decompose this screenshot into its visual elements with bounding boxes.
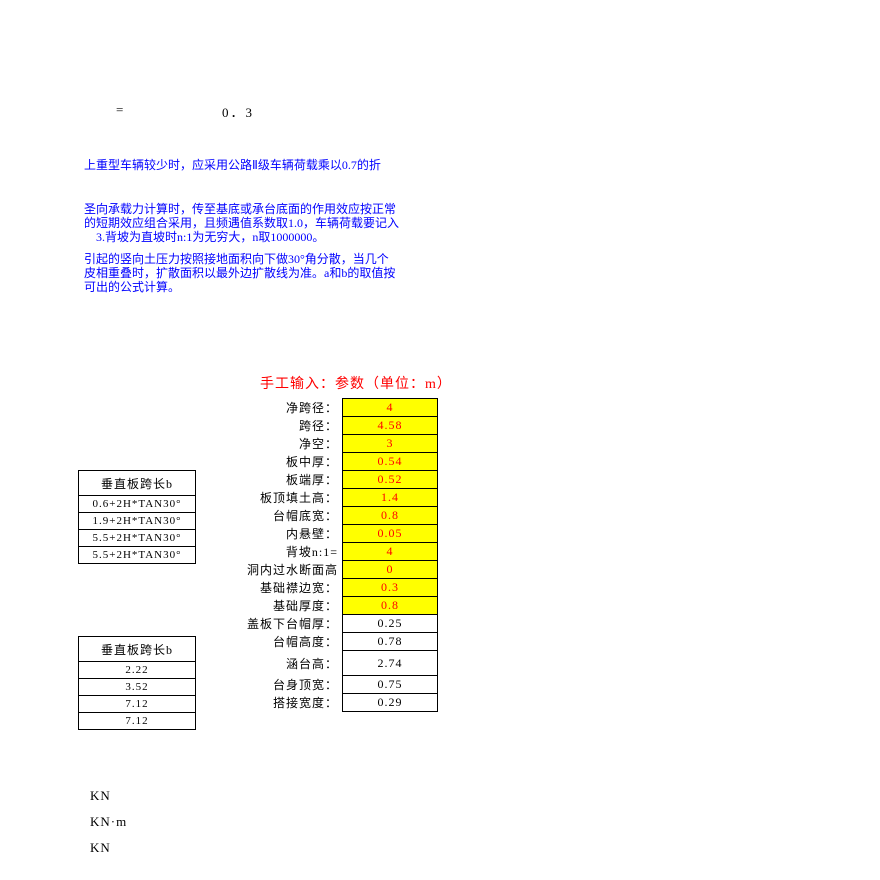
parameter-label: 盖板下台帽厚： [202, 615, 343, 633]
side-table-b-header: 垂直板跨长b [79, 637, 196, 662]
parameter-value: 0.78 [343, 633, 438, 651]
side-table-a-row: 0.6+2H*TAN30° [79, 496, 196, 513]
parameter-value: 0 [343, 561, 438, 579]
parameter-row: 板顶填土高：1.4 [202, 489, 438, 507]
side-table-a-row: 5.5+2H*TAN30° [79, 530, 196, 547]
parameter-value: 4 [343, 543, 438, 561]
parameter-label: 背坡n:1= [202, 543, 343, 561]
parameter-value: 0.75 [343, 676, 438, 694]
parameter-row: 板端厚：0.52 [202, 471, 438, 489]
parameter-row: 板中厚：0.54 [202, 453, 438, 471]
equation-rhs: 0．3 [222, 102, 254, 121]
parameter-value: 3 [343, 435, 438, 453]
parameter-label: 板顶填土高： [202, 489, 343, 507]
parameter-row: 搭接宽度：0.29 [202, 694, 438, 712]
side-table-b-row: 3.52 [79, 679, 196, 696]
equation-lhs: = [116, 102, 125, 118]
parameter-value: 0.54 [343, 453, 438, 471]
parameter-label: 台帽底宽： [202, 507, 343, 525]
parameter-row: 台帽底宽：0.8 [202, 507, 438, 525]
side-table-a-row: 5.5+2H*TAN30° [79, 547, 196, 564]
parameter-label: 净空： [202, 435, 343, 453]
unit-label: KN [90, 840, 111, 856]
side-table-b-row: 7.12 [79, 696, 196, 713]
parameter-table: 净跨径：4跨径：4.58净空：3板中厚：0.54板端厚：0.52板顶填土高：1.… [202, 398, 438, 712]
parameter-value: 4.58 [343, 417, 438, 435]
parameter-row: 背坡n:1=4 [202, 543, 438, 561]
parameter-value: 2.74 [343, 651, 438, 676]
parameter-label: 涵台高： [202, 651, 343, 676]
side-table-b: 垂直板跨长b 2.22 3.52 7.12 7.12 [78, 636, 196, 730]
parameter-value: 0.8 [343, 597, 438, 615]
parameter-label: 跨径： [202, 417, 343, 435]
unit-label: KN [90, 788, 111, 804]
side-table-b-row: 2.22 [79, 662, 196, 679]
side-table-a-row: 1.9+2H*TAN30° [79, 513, 196, 530]
parameter-label: 洞内过水断面高 [202, 561, 343, 579]
parameter-value: 0.8 [343, 507, 438, 525]
parameter-label: 内悬壁： [202, 525, 343, 543]
parameter-row: 洞内过水断面高0 [202, 561, 438, 579]
parameter-value: 4 [343, 399, 438, 417]
parameter-value: 0.3 [343, 579, 438, 597]
parameter-row: 台帽高度：0.78 [202, 633, 438, 651]
parameter-label: 板中厚： [202, 453, 343, 471]
parameter-label: 净跨径： [202, 399, 343, 417]
note-1: 上重型车辆较少时，应采用公路Ⅱ级车辆荷载乘以0.7的折 [84, 158, 424, 172]
side-table-a-header: 垂直板跨长b [79, 471, 196, 496]
parameter-row: 基础厚度：0.8 [202, 597, 438, 615]
parameter-label: 基础襟边宽： [202, 579, 343, 597]
parameter-label: 基础厚度： [202, 597, 343, 615]
parameter-row: 净跨径：4 [202, 399, 438, 417]
section-title: 手工输入：参数（单位：m） [260, 373, 452, 393]
parameter-row: 盖板下台帽厚：0.25 [202, 615, 438, 633]
parameter-value: 0.05 [343, 525, 438, 543]
side-table-a: 垂直板跨长b 0.6+2H*TAN30° 1.9+2H*TAN30° 5.5+2… [78, 470, 196, 564]
parameter-value: 0.29 [343, 694, 438, 712]
parameter-row: 内悬壁：0.05 [202, 525, 438, 543]
unit-label: KN·m [90, 814, 127, 830]
parameter-value: 0.25 [343, 615, 438, 633]
parameter-value: 0.52 [343, 471, 438, 489]
parameter-row: 台身顶宽：0.75 [202, 676, 438, 694]
side-table-b-row: 7.12 [79, 713, 196, 730]
parameter-label: 台身顶宽： [202, 676, 343, 694]
parameter-label: 搭接宽度： [202, 694, 343, 712]
parameter-row: 净空：3 [202, 435, 438, 453]
parameter-row: 跨径：4.58 [202, 417, 438, 435]
note-3: 引起的竖向土压力按照接地面积向下做30°角分散，当几个 皮相重叠时，扩散面积以最… [84, 252, 444, 294]
parameter-row: 基础襟边宽：0.3 [202, 579, 438, 597]
parameter-label: 台帽高度： [202, 633, 343, 651]
parameter-value: 1.4 [343, 489, 438, 507]
parameter-row: 涵台高：2.74 [202, 651, 438, 676]
note-2: 圣向承载力计算时，传至基底或承台底面的作用效应按正常 的短期效应组合采用，且频遇… [84, 202, 444, 244]
parameter-label: 板端厚： [202, 471, 343, 489]
